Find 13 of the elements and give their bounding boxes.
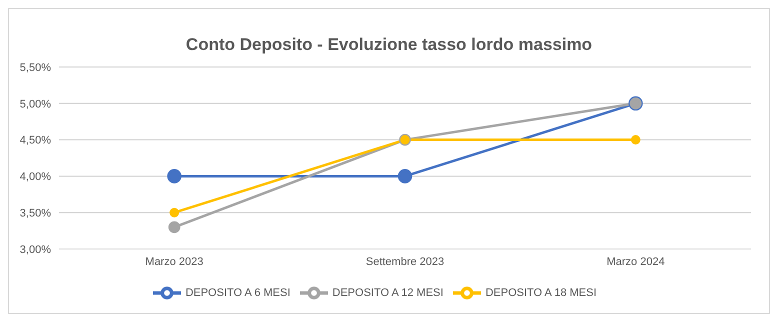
- legend-label: DEPOSITO A 12 MESI: [332, 286, 444, 299]
- x-tick-label: Marzo 2023: [145, 256, 204, 268]
- y-tick-label: 3,00%: [20, 244, 52, 256]
- y-tick-label: 4,00%: [20, 171, 52, 184]
- y-tick-label: 4,50%: [20, 134, 52, 147]
- chart-title: Conto Deposito - Evoluzione tasso lordo massimo: [184, 35, 594, 55]
- x-tick-label: Marzo 2024: [606, 256, 665, 268]
- legend-label: DEPOSITO A 6 MESI: [185, 286, 290, 299]
- y-tick-label: 5,50%: [20, 62, 52, 74]
- y-tick-label: 3,50%: [20, 208, 52, 220]
- y-tick-label: 5,00%: [20, 98, 52, 110]
- legend-label: DEPOSITO A 18 MESI: [485, 286, 597, 299]
- x-tick-label: Settembre 2023: [366, 256, 444, 268]
